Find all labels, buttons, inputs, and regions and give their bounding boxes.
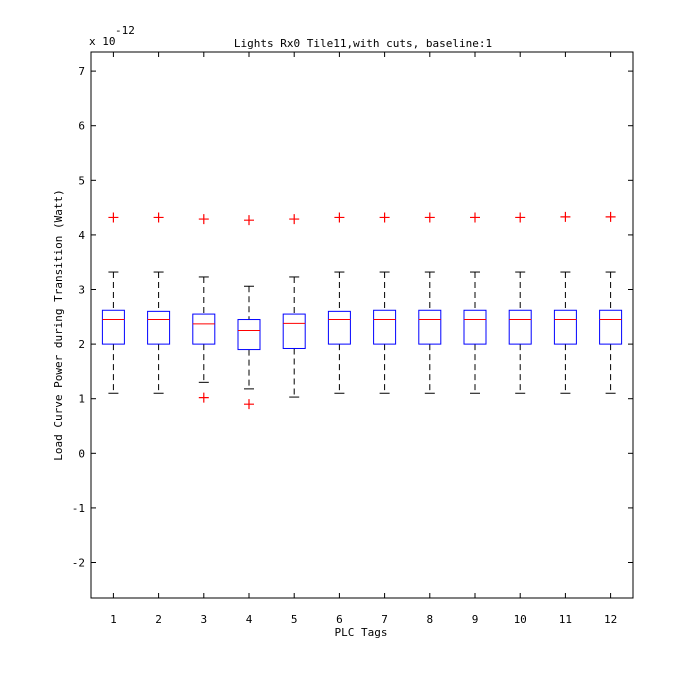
x-tick-label: 11 — [559, 613, 572, 626]
y-tick-label: 4 — [78, 229, 85, 242]
box-iqr — [373, 309, 397, 345]
x-tick-label: 12 — [604, 613, 617, 626]
box-iqr — [327, 310, 351, 345]
outlier-marker — [605, 211, 616, 222]
x-tick-label: 5 — [291, 613, 298, 626]
x-tick-label: 3 — [200, 613, 207, 626]
y-scale-exponent: -12 — [115, 24, 135, 37]
x-tick-label: 7 — [381, 613, 388, 626]
box-iqr — [599, 309, 623, 345]
outlier-marker — [244, 399, 254, 410]
outlier-marker — [244, 215, 254, 226]
x-tick-label: 9 — [472, 613, 479, 626]
box-iqr — [418, 309, 442, 345]
y-tick-label: -1 — [72, 502, 85, 515]
box-iqr — [101, 309, 125, 345]
chart-title: Lights Rx0 Tile11,with cuts, baseline:1 — [234, 37, 492, 50]
box-iqr — [147, 310, 171, 345]
y-tick-label: 6 — [78, 120, 85, 133]
outlier-marker — [470, 212, 480, 223]
box-iqr — [508, 309, 532, 345]
box-series — [101, 211, 623, 410]
outlier-marker — [198, 392, 209, 403]
box-iqr — [553, 309, 577, 345]
box-iqr — [192, 313, 216, 345]
x-axis-label: PLC Tags — [335, 626, 388, 639]
y-tick-label: 0 — [78, 447, 85, 460]
y-tick-label: 3 — [78, 284, 85, 297]
box-iqr — [463, 309, 487, 345]
y-tick-label: 2 — [78, 338, 85, 351]
box-iqr — [282, 313, 306, 349]
y-tick-label: 5 — [78, 174, 85, 187]
outlier-marker — [153, 212, 164, 223]
plot-area — [90, 51, 634, 599]
outlier-marker — [289, 214, 300, 225]
outlier-marker — [379, 212, 390, 223]
x-tick-label: 4 — [246, 613, 253, 626]
outlier-marker — [560, 211, 571, 222]
x-tick-label: 1 — [110, 613, 117, 626]
x-tick-label: 10 — [514, 613, 527, 626]
x-tick-label: 8 — [426, 613, 433, 626]
x-tick-label: 2 — [155, 613, 162, 626]
y-axis-label: Load Curve Power during Transition (Watt… — [52, 189, 65, 461]
y-tick-label: 7 — [78, 65, 85, 78]
y-tick-label: 1 — [78, 393, 85, 406]
outlier-marker — [424, 212, 435, 223]
outlier-marker — [108, 212, 119, 223]
box-iqr — [237, 319, 261, 351]
y-scale-base: x 10 — [89, 35, 116, 48]
y-tick-label: -2 — [72, 557, 85, 570]
outlier-marker — [198, 214, 209, 225]
outlier-marker — [334, 212, 345, 223]
outlier-marker — [515, 212, 526, 223]
x-tick-label: 6 — [336, 613, 343, 626]
